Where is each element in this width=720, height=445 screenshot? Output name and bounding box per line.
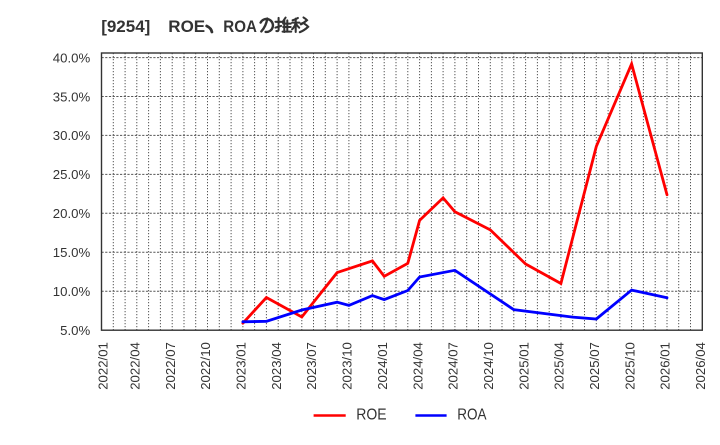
svg-text:ROA: ROA xyxy=(223,17,257,36)
svg-text:25.0%: 25.0% xyxy=(53,167,91,182)
svg-text:2024/07: 2024/07 xyxy=(446,342,461,390)
svg-text:35.0%: 35.0% xyxy=(53,89,91,104)
svg-text:2026/04: 2026/04 xyxy=(693,342,708,390)
svg-text:40.0%: 40.0% xyxy=(53,50,91,65)
svg-text:2022/07: 2022/07 xyxy=(163,342,178,390)
svg-text:2023/10: 2023/10 xyxy=(340,342,355,390)
svg-text:2025/01: 2025/01 xyxy=(516,342,531,390)
svg-text:2022/10: 2022/10 xyxy=(198,342,213,390)
svg-text:15.0%: 15.0% xyxy=(53,245,91,260)
svg-text:5.0%: 5.0% xyxy=(60,323,90,338)
svg-text:2025/10: 2025/10 xyxy=(622,342,637,390)
svg-text:2023/01: 2023/01 xyxy=(234,342,249,390)
svg-text:ROE: ROE xyxy=(356,407,386,424)
svg-text:ROE: ROE xyxy=(168,17,205,36)
svg-text:2023/04: 2023/04 xyxy=(269,342,284,390)
svg-text:2025/07: 2025/07 xyxy=(587,342,602,390)
svg-text:[9254]: [9254] xyxy=(101,17,150,36)
svg-text:2024/01: 2024/01 xyxy=(375,342,390,390)
svg-text:2026/01: 2026/01 xyxy=(658,342,673,390)
svg-text:2025/04: 2025/04 xyxy=(552,342,567,390)
svg-text:2022/01: 2022/01 xyxy=(95,342,110,390)
svg-text:2024/10: 2024/10 xyxy=(481,342,496,390)
svg-text:2023/07: 2023/07 xyxy=(304,342,319,390)
svg-text:30.0%: 30.0% xyxy=(53,128,91,143)
svg-text:2022/04: 2022/04 xyxy=(128,342,143,390)
svg-text:20.0%: 20.0% xyxy=(53,206,91,221)
svg-text:10.0%: 10.0% xyxy=(53,284,91,299)
svg-text:2024/04: 2024/04 xyxy=(410,342,425,390)
svg-text:ROA: ROA xyxy=(457,407,487,424)
